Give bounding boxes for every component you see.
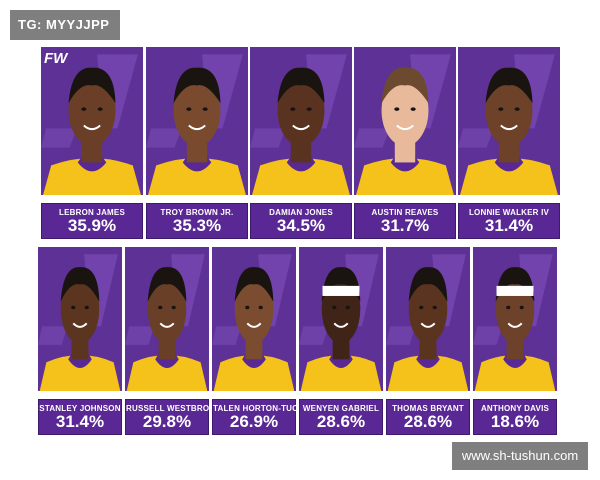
player-percentage: 26.9% [229,412,279,431]
portrait-illustration [125,247,209,391]
player-label: TROY BROWN JR. 35.3% [146,203,248,239]
player-label: LEBRON JAMES 35.9% [41,203,143,239]
player-card: LONNIE WALKER IV 31.4% [458,47,560,239]
player-name: STANLEY JOHNSON [39,404,121,413]
portrait-illustration [386,247,470,391]
player-card: THOMAS BRYANT 28.6% [386,247,470,435]
watermark: www.sh-tushun.com [452,442,588,470]
player-name: AUSTIN REAVES [371,208,439,217]
player-percentage: 28.6% [316,412,366,431]
player-name: LEBRON JAMES [59,208,125,217]
player-label: LONNIE WALKER IV 31.4% [458,203,560,239]
player-percentage: 18.6% [490,412,540,431]
player-percentage: 35.9% [67,216,117,235]
player-photo [250,47,352,195]
player-photo [125,247,209,391]
player-photo [354,47,456,195]
player-percentage: 28.6% [403,412,453,431]
player-label: STANLEY JOHNSON 31.4% [38,399,122,435]
player-label: RUSSELL WESTBROOK 29.8% [125,399,222,435]
player-photo [299,247,383,391]
portrait-illustration [38,247,122,391]
portrait-illustration [473,247,557,391]
player-name: ANTHONY DAVIS [480,404,550,413]
player-card: RUSSELL WESTBROOK 29.8% [125,247,222,435]
portrait-illustration [250,47,352,195]
player-name: RUSSELL WESTBROOK [126,404,222,413]
portrait-illustration [354,47,456,195]
player-percentage: 29.8% [142,412,192,431]
player-photo [38,247,122,391]
player-name: TALEN HORTON-TUCKER [213,404,316,413]
player-card: AUSTIN REAVES 31.7% [354,47,456,239]
player-label: TALEN HORTON-TUCKER 26.9% [212,399,316,435]
player-name: DAMIAN JONES [269,208,333,217]
brand-logo: FW [44,50,68,67]
player-name: TROY BROWN JR. [160,208,234,217]
player-label: WENYEN GABRIEL 28.6% [299,399,383,435]
player-percentage: 35.3% [172,216,222,235]
player-label: AUSTIN REAVES 31.7% [354,203,456,239]
player-name: THOMAS BRYANT [392,404,464,413]
player-label: DAMIAN JONES 34.5% [250,203,352,239]
player-photo [386,247,470,391]
player-photo [41,47,143,195]
player-photo [212,247,296,391]
player-photo [473,247,557,391]
player-percentage: 34.5% [276,216,326,235]
player-photo [146,47,248,195]
player-card: TROY BROWN JR. 35.3% [146,47,248,239]
portrait-illustration [146,47,248,195]
player-percentage: 31.7% [380,216,430,235]
portrait-illustration [41,47,143,195]
player-card: LEBRON JAMES 35.9% [41,47,143,239]
player-name: LONNIE WALKER IV [468,208,550,217]
player-label: ANTHONY DAVIS 18.6% [473,399,557,435]
player-label: THOMAS BRYANT 28.6% [386,399,470,435]
player-name: WENYEN GABRIEL [302,404,380,413]
player-card: TALEN HORTON-TUCKER 26.9% [212,247,316,435]
portrait-illustration [458,47,560,195]
player-card: ANTHONY DAVIS 18.6% [473,247,557,435]
player-card: STANLEY JOHNSON 31.4% [38,247,122,435]
channel-tag: TG: MYYJJPP [10,10,120,40]
player-card: WENYEN GABRIEL 28.6% [299,247,383,435]
player-percentage: 31.4% [55,412,105,431]
portrait-illustration [212,247,296,391]
player-card: DAMIAN JONES 34.5% [250,47,352,239]
player-percentage: 31.4% [484,216,534,235]
player-photo [458,47,560,195]
portrait-illustration [299,247,383,391]
